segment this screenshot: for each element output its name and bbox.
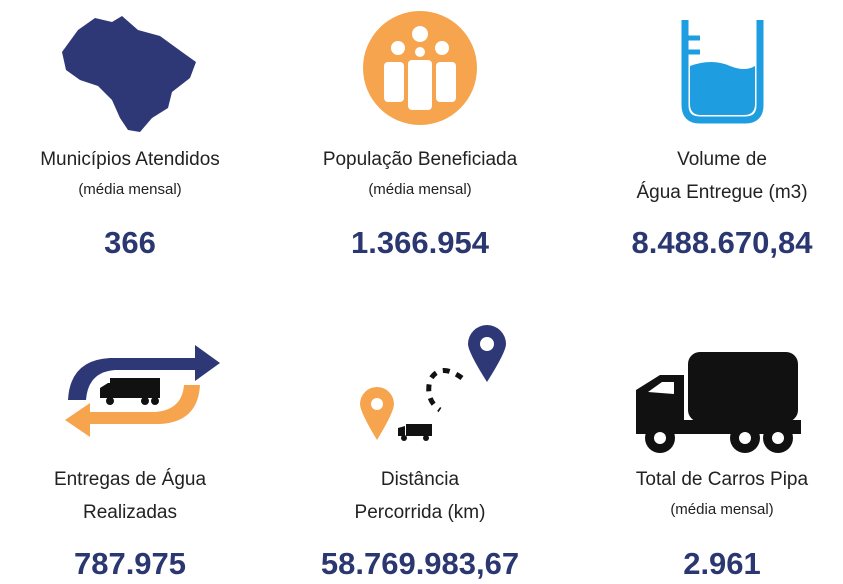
card-title: População Beneficiada: [323, 149, 518, 170]
card-title: Municípios Atendidos: [40, 149, 220, 170]
card-value: 787.975: [74, 546, 186, 581]
card-title: Realizadas: [83, 502, 177, 523]
card-value: 2.961: [683, 546, 761, 581]
brazil-map-icon: [62, 16, 196, 132]
card-subtitle: (média mensal): [670, 501, 773, 518]
tanker-truck-icon: [636, 352, 801, 453]
card-title: Total de Carros Pipa: [636, 469, 809, 490]
card-subtitle: (média mensal): [78, 181, 181, 198]
card-value: 8.488.670,84: [631, 225, 813, 260]
card-title: Água Entregue (m3): [636, 182, 807, 203]
card-title: Distância: [381, 469, 460, 490]
route-icon: [360, 325, 506, 441]
card-subtitle: (média mensal): [368, 181, 471, 198]
card-title: Volume de: [677, 149, 767, 170]
population-icon: [363, 11, 477, 125]
card-title: Entregas de Água: [54, 469, 207, 490]
card-title: Percorrida (km): [355, 502, 486, 523]
water-icon: [681, 20, 764, 124]
card-value: 366: [104, 225, 156, 260]
delivery-icon: [65, 345, 220, 437]
card-value: 1.366.954: [351, 225, 490, 260]
card-value: 58.769.983,67: [321, 546, 519, 581]
